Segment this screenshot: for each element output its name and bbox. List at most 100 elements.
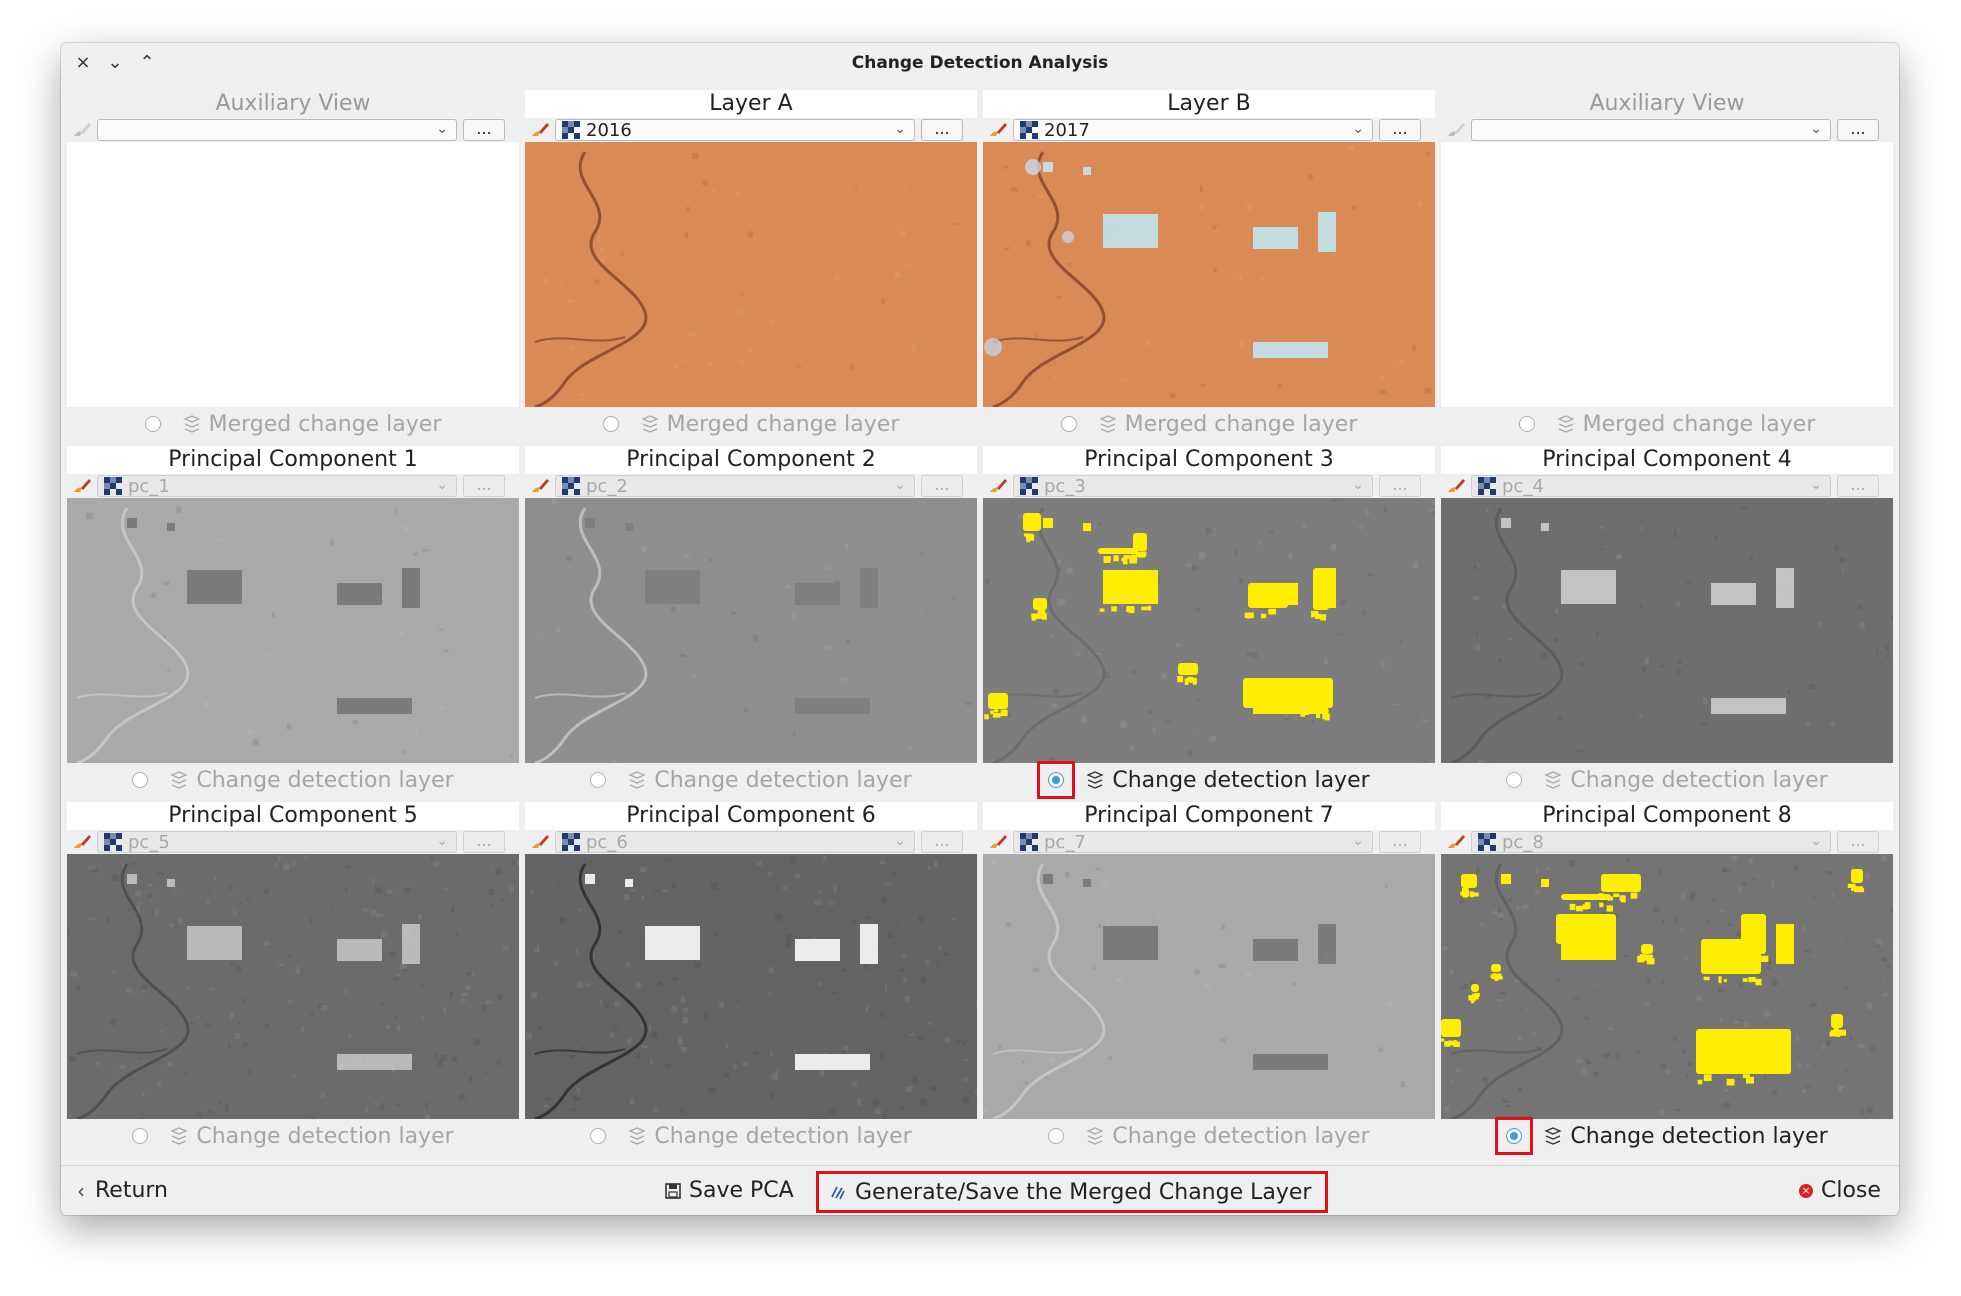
layer-combo[interactable]: ⌄ [1471,119,1831,141]
minimize-window-icon[interactable]: ⌄ [107,52,123,73]
layer-preview-image[interactable] [67,498,519,763]
layer-radio-button[interactable] [590,1128,607,1144]
browse-button[interactable]: ... [1379,831,1421,853]
layer-preview-image[interactable] [1441,142,1893,407]
layer-selector-row: pc_7 ⌄... [983,830,1435,854]
style-brush-button[interactable] [525,474,555,498]
brush-icon [1448,123,1465,136]
browse-button[interactable]: ... [1837,831,1879,853]
layer-preview-image[interactable] [1441,498,1893,763]
style-brush-button[interactable] [67,118,97,142]
maximize-window-icon[interactable]: ⌃ [139,52,155,73]
layer-selector-row: pc_5 ⌄... [67,830,519,854]
layer-preview-image[interactable] [1441,854,1893,1119]
style-brush-button[interactable] [1441,830,1471,854]
highlight-box [1495,1117,1534,1155]
layer-combo[interactable]: 2016 ⌄ [555,119,915,141]
raster-layer-icon [1478,477,1496,495]
style-brush-button[interactable] [525,118,555,142]
layer-preview-image[interactable] [983,854,1435,1119]
style-brush-button[interactable] [67,830,97,854]
cell-title: Principal Component 5 [67,802,519,830]
layer-combo[interactable]: pc_2 ⌄ [555,475,915,497]
layer-radio-button[interactable] [1506,1128,1523,1144]
style-brush-button[interactable] [983,474,1013,498]
layer-preview-image[interactable] [525,498,977,763]
cell-title: Principal Component 6 [525,802,977,830]
browse-button[interactable]: ... [921,475,963,497]
browse-button[interactable]: ... [463,831,505,853]
layer-preview-image[interactable] [525,142,977,407]
layer-radio-button[interactable] [602,416,619,432]
layer-radio-button[interactable] [132,772,149,788]
layer-radio-button[interactable] [1048,772,1065,788]
browse-button[interactable]: ... [463,475,505,497]
brush-icon [74,123,91,136]
style-brush-button[interactable] [1441,474,1471,498]
chevron-down-icon: ⌄ [1810,833,1822,849]
chevron-down-icon: ⌄ [436,477,448,493]
action-bar: ‹ Return Save PCA Generate/Save the Merg… [61,1165,1899,1215]
generate-merged-layer-button[interactable]: Generate/Save the Merged Change Layer [816,1171,1328,1213]
browse-button[interactable]: ... [921,831,963,853]
return-button[interactable]: ‹ Return [77,1171,168,1211]
browse-button[interactable]: ... [1837,119,1879,141]
layer-preview-image[interactable] [983,498,1435,763]
layer-combo[interactable]: pc_3 ⌄ [1013,475,1373,497]
layer-combo[interactable]: pc_6 ⌄ [555,831,915,853]
layer-combo[interactable]: ⌄ [97,119,457,141]
layer-cell: Principal Component 8 pc_8 ⌄... Change dete… [1441,802,1893,1155]
layer-radio-row: Change detection layer [525,1119,977,1153]
close-window-icon[interactable]: × [75,52,91,73]
browse-button[interactable]: ... [1379,475,1421,497]
layer-cell: Principal Component 7 pc_7 ⌄... Change dete… [983,802,1435,1153]
style-brush-button[interactable] [525,830,555,854]
layer-preview-image[interactable] [983,142,1435,407]
brush-icon [532,835,549,848]
browse-button[interactable]: ... [1379,119,1421,141]
layer-combo-value: 2016 [586,119,632,141]
radio-label: Change detection layer [1112,767,1370,793]
brush-icon [990,123,1007,136]
brush-icon [1448,835,1465,848]
style-brush-button[interactable] [983,830,1013,854]
layer-radio-button[interactable] [132,1128,149,1144]
layer-combo[interactable]: 2017 ⌄ [1013,119,1373,141]
layer-preview-image[interactable] [67,854,519,1119]
layer-combo[interactable]: pc_8 ⌄ [1471,831,1831,853]
layer-combo[interactable]: pc_1 ⌄ [97,475,457,497]
layer-radio-button[interactable] [590,772,607,788]
chevron-left-icon: ‹ [77,1178,85,1203]
layer-radio-row: Change detection layer [67,763,519,797]
layer-radio-button[interactable] [144,416,161,432]
layer-radio-button[interactable] [1048,1128,1065,1144]
save-pca-button[interactable]: Save PCA [665,1171,794,1211]
layer-combo[interactable]: pc_5 ⌄ [97,831,457,853]
layer-cell: Principal Component 1 pc_1 ⌄... Change dete… [67,446,519,797]
cell-title: Principal Component 8 [1441,802,1893,830]
browse-button[interactable]: ... [921,119,963,141]
cell-title: Principal Component 7 [983,802,1435,830]
style-brush-button[interactable] [67,474,97,498]
layer-combo[interactable]: pc_7 ⌄ [1013,831,1373,853]
layer-combo[interactable]: pc_4 ⌄ [1471,475,1831,497]
change-layer-icon [1556,415,1575,433]
close-button[interactable]: × Close [1799,1171,1881,1211]
raster-layer-icon [104,477,122,495]
floppy-disk-icon [665,1182,681,1199]
layer-preview-image[interactable] [67,142,519,407]
layer-radio-button[interactable] [1518,416,1535,432]
layer-radio-button[interactable] [1506,772,1523,788]
style-brush-button[interactable] [1441,118,1471,142]
style-brush-button[interactable] [983,118,1013,142]
layer-radio-button[interactable] [1060,416,1077,432]
radio-label: Change detection layer [1570,1123,1828,1149]
cell-title: Principal Component 2 [525,446,977,474]
browse-button[interactable]: ... [1837,475,1879,497]
layer-preview-image[interactable] [525,854,977,1119]
raster-layer-icon [562,121,580,139]
browse-button[interactable]: ... [463,119,505,141]
raster-layer-icon [562,477,580,495]
layer-radio-row: Merged change layer [983,407,1435,441]
cell-title: Auxiliary View [67,90,519,118]
